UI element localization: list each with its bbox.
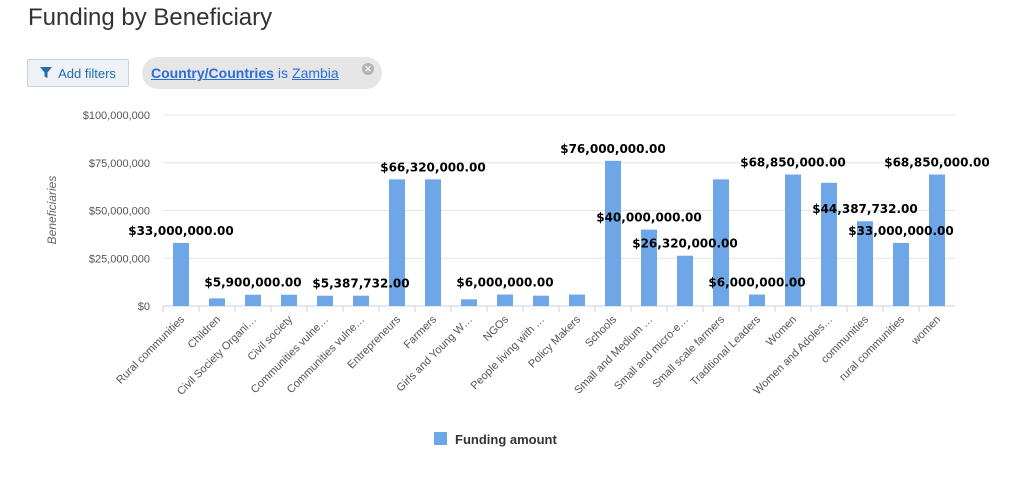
bar[interactable] (749, 294, 765, 306)
bar[interactable] (929, 174, 945, 306)
add-filters-label: Add filters (58, 65, 116, 81)
data-label: $66,320,000.00 (380, 160, 486, 174)
bars (173, 160, 945, 306)
bar[interactable] (713, 179, 729, 306)
bar[interactable] (857, 221, 873, 306)
data-label: $76,000,000.00 (560, 142, 666, 156)
data-labels: $33,000,000.00 $5,900,000.00 $5,387,732.00… (128, 142, 990, 291)
data-label: $68,850,000.00 (884, 155, 990, 169)
data-label: $26,320,000.00 (632, 237, 738, 251)
bar[interactable] (677, 255, 693, 306)
y-tick-label: $75,000,000 (89, 158, 150, 170)
data-label: $5,900,000.00 (204, 276, 301, 290)
bar[interactable] (461, 299, 477, 306)
y-tick-label: $0 (138, 301, 150, 313)
legend-swatch (434, 432, 447, 445)
bar[interactable] (425, 179, 441, 306)
add-filters-button[interactable]: Add filters (27, 59, 129, 87)
filter-icon (40, 67, 53, 78)
bar[interactable] (389, 179, 405, 306)
data-label: $44,387,732.00 (812, 202, 918, 216)
data-label: $6,000,000.00 (708, 276, 805, 290)
bar[interactable] (353, 295, 369, 306)
filter-field[interactable]: Country/Countries (151, 65, 274, 81)
bar[interactable] (821, 182, 837, 306)
x-tick-label: Women (764, 314, 799, 349)
bar[interactable] (569, 294, 585, 306)
bar[interactable] (497, 294, 513, 306)
active-filter-pill[interactable]: Country/Countries is Zambia ✕ (142, 57, 382, 89)
bar[interactable] (641, 229, 657, 306)
bar[interactable] (893, 242, 909, 306)
bar[interactable] (281, 294, 297, 306)
data-label: $33,000,000.00 (128, 224, 234, 238)
y-tick-label: $50,000,000 (89, 206, 150, 218)
data-label: $33,000,000.00 (848, 224, 954, 238)
bar[interactable] (605, 160, 621, 306)
y-axis-label: Beneficiaries (45, 176, 59, 245)
data-label: $40,000,000.00 (596, 211, 702, 225)
legend-label[interactable]: Funding amount (455, 432, 557, 447)
x-tick-label: Traditional Leaders (688, 313, 763, 388)
y-tick-label: $100,000,000 (83, 110, 150, 122)
x-tick-label: rural communities (837, 313, 907, 383)
bar[interactable] (533, 295, 549, 306)
filter-value[interactable]: Zambia (292, 65, 339, 81)
x-tick-label: NGOs (481, 313, 511, 343)
y-axis-ticks: $0 $25,000,000 $50,000,000 $75,000,000 $100,… (83, 110, 150, 313)
x-tick-label: women (909, 314, 943, 348)
x-tick-label: Rural communities (114, 313, 187, 386)
bar[interactable] (245, 294, 261, 306)
data-label: $5,387,732.00 (312, 277, 409, 291)
bar[interactable] (209, 298, 225, 306)
page-title: Funding by Beneficiary (28, 4, 273, 31)
bar[interactable] (317, 295, 333, 306)
x-tick-label: Schools (583, 313, 620, 350)
remove-filter-icon[interactable]: ✕ (362, 63, 374, 75)
data-label: $6,000,000.00 (456, 276, 553, 290)
bar[interactable] (173, 242, 189, 306)
data-label: $68,850,000.00 (740, 155, 846, 169)
bar[interactable] (785, 174, 801, 306)
y-tick-label: $25,000,000 (89, 253, 150, 265)
filter-operator: is (277, 65, 289, 81)
